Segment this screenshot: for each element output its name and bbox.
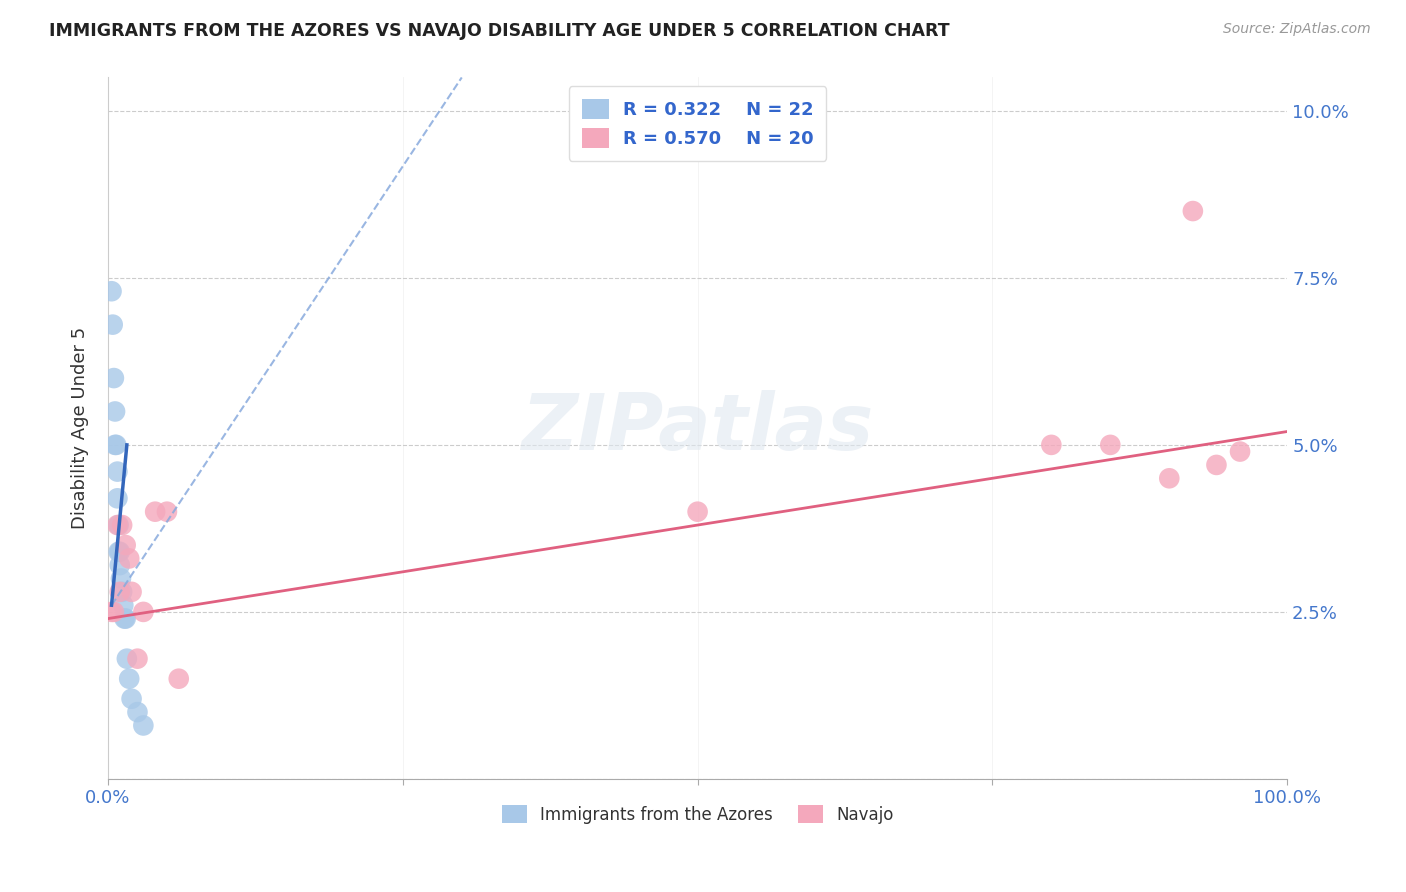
Point [100,284,122,298]
Point [121,691,143,706]
Point [105,438,128,452]
Point [111,585,134,599]
Text: Source: ZipAtlas.com: Source: ZipAtlas.com [1223,22,1371,37]
Legend: Immigrants from the Azores, Navajo: Immigrants from the Azores, Navajo [492,795,904,834]
Point [1181,204,1204,219]
Point [115,651,138,665]
Point [118,551,141,566]
Point [143,505,166,519]
Point [107,518,129,533]
Text: IMMIGRANTS FROM THE AZORES VS NAVAJO DISABILITY AGE UNDER 5 CORRELATION CHART: IMMIGRANTS FROM THE AZORES VS NAVAJO DIS… [49,22,950,40]
Point [103,371,125,385]
Point [167,672,190,686]
Point [112,598,135,612]
Point [108,558,131,573]
Point [156,505,179,519]
Point [1040,438,1063,452]
Point [1229,444,1251,458]
Point [1205,458,1227,472]
Point [1159,471,1181,485]
Point [127,705,149,719]
Point [110,572,132,586]
Text: ZIPatlas: ZIPatlas [522,390,873,467]
Point [107,518,129,533]
Point [111,518,134,533]
Point [132,718,155,732]
Y-axis label: Disability Age Under 5: Disability Age Under 5 [72,327,89,529]
Point [107,465,129,479]
Point [107,545,129,559]
Point [103,605,125,619]
Point [121,585,143,599]
Point [127,651,149,665]
Point [114,611,136,625]
Point [1099,438,1122,452]
Point [104,404,127,418]
Point [132,605,155,619]
Point [114,611,136,625]
Point [108,585,131,599]
Point [104,438,127,452]
Point [114,538,136,552]
Point [100,605,122,619]
Point [107,491,129,506]
Point [108,545,131,559]
Point [118,672,141,686]
Point [101,318,124,332]
Point [686,505,709,519]
